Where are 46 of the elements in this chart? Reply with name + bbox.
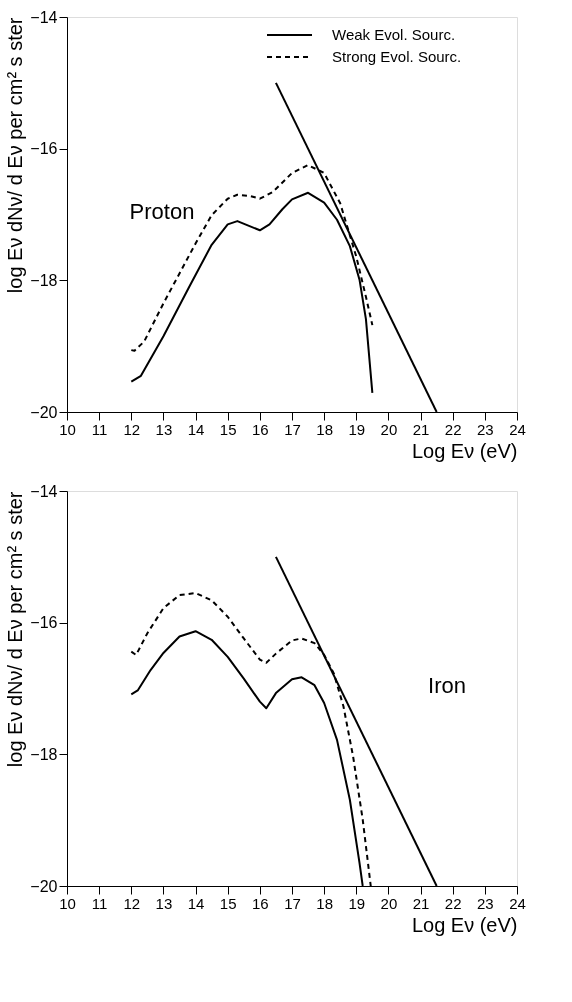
x-tick-label: 20 bbox=[380, 420, 398, 438]
x-tick-label: 18 bbox=[316, 420, 333, 438]
x-tick-label: 14 bbox=[187, 420, 205, 438]
y-tick-label: −18 bbox=[30, 271, 58, 289]
y-tick-label: −16 bbox=[30, 614, 58, 632]
x-tick-label: 21 bbox=[412, 420, 430, 438]
x-tick-label: 16 bbox=[252, 420, 269, 438]
y-tick-label: −18 bbox=[30, 745, 58, 763]
legend-label: Weak Evol. Sourc. bbox=[332, 26, 456, 43]
x-tick-label: 15 bbox=[219, 894, 237, 912]
y-tick-label: −20 bbox=[30, 403, 58, 421]
y-tick-label: −14 bbox=[30, 482, 58, 500]
x-tick-label: 24 bbox=[509, 420, 526, 438]
x-tick-label: 20 bbox=[380, 894, 398, 912]
x-tick-label: 14 bbox=[187, 894, 205, 912]
x-tick-label: 17 bbox=[284, 894, 301, 912]
x-tick-label: 10 bbox=[59, 894, 76, 912]
x-tick-label: 22 bbox=[444, 894, 462, 912]
x-tick-label: 15 bbox=[219, 420, 237, 438]
x-tick-label: 13 bbox=[155, 894, 173, 912]
x-tick-label: 24 bbox=[509, 894, 526, 912]
y-tick-label: −16 bbox=[30, 140, 58, 158]
x-axis-title: Log Eν (eV) bbox=[411, 439, 518, 462]
x-tick-label: 23 bbox=[477, 420, 494, 438]
x-tick-label: 12 bbox=[123, 894, 141, 912]
x-tick-label: 11 bbox=[91, 420, 108, 438]
x-tick-label: 12 bbox=[123, 420, 141, 438]
x-tick-label: 22 bbox=[444, 420, 462, 438]
x-tick-label: 23 bbox=[477, 894, 494, 912]
x-tick-label: 13 bbox=[155, 420, 173, 438]
y-tick-label: −20 bbox=[30, 877, 58, 895]
y-tick-label: −14 bbox=[30, 8, 58, 26]
x-tick-label: 10 bbox=[59, 420, 76, 438]
x-tick-label: 17 bbox=[284, 420, 301, 438]
x-axis-title: Log Eν (eV) bbox=[411, 913, 518, 936]
annotation: Proton bbox=[129, 199, 195, 224]
x-tick-label: 16 bbox=[252, 894, 269, 912]
legend-label: Strong Evol. Sourc. bbox=[332, 48, 462, 65]
x-tick-label: 21 bbox=[412, 894, 430, 912]
y-axis-title: log Eν dNν/ d Eν per cm² s ster bbox=[4, 491, 27, 768]
y-axis-title: log Eν dNν/ d Eν per cm² s ster bbox=[4, 17, 27, 294]
x-tick-label: 11 bbox=[91, 894, 108, 912]
x-tick-label: 19 bbox=[348, 894, 366, 912]
x-tick-label: 18 bbox=[316, 894, 333, 912]
annotation: Iron bbox=[428, 673, 466, 698]
x-tick-label: 19 bbox=[348, 420, 366, 438]
